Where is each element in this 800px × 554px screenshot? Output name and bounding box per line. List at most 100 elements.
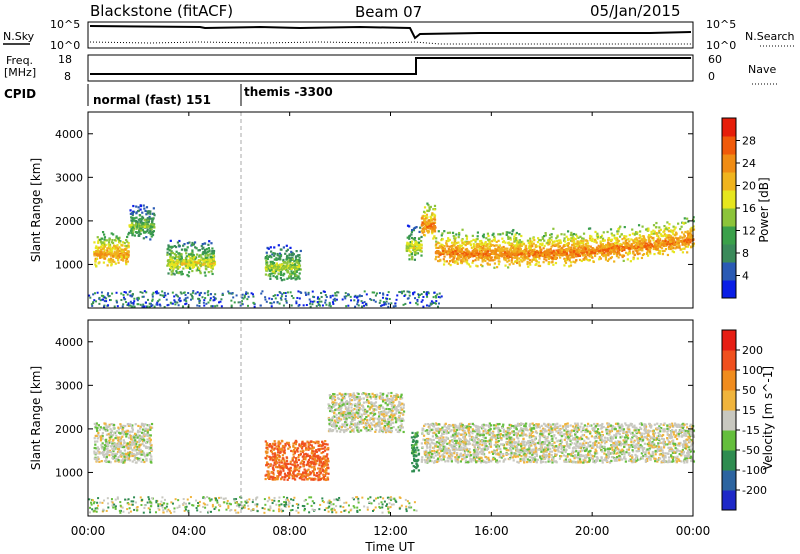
power-cell — [270, 264, 273, 268]
power-cell — [579, 246, 583, 249]
power-cell — [546, 255, 550, 259]
power-cell — [488, 238, 491, 241]
power-cell — [92, 301, 95, 304]
power-cell — [134, 230, 137, 234]
power-cell — [511, 246, 514, 249]
power-cell — [168, 268, 172, 271]
power-cell — [504, 251, 507, 254]
power-cell — [600, 246, 603, 249]
power-cell — [136, 220, 139, 223]
velocity-cell — [96, 449, 99, 453]
power-cell — [167, 259, 170, 262]
freq-label-line2: [MHz] — [4, 66, 36, 79]
power-cell — [608, 237, 611, 240]
power-cell — [680, 225, 683, 228]
power-cell — [185, 252, 188, 255]
power-cell — [569, 250, 572, 254]
power-cell — [179, 299, 182, 302]
power-cell — [630, 243, 633, 246]
power-cell — [467, 240, 470, 244]
power-cell — [600, 244, 603, 247]
power-cell — [562, 251, 565, 254]
power-cell — [111, 259, 115, 262]
power-cell — [151, 218, 155, 221]
power-cell — [421, 221, 424, 224]
power-cell — [516, 242, 519, 245]
power-cell — [103, 296, 106, 299]
power-cell — [419, 247, 422, 250]
power-cell — [156, 301, 159, 304]
velocity-cell — [98, 452, 101, 455]
velocity-cell — [114, 454, 117, 457]
power-cell — [409, 241, 412, 244]
power-cell — [144, 230, 147, 234]
velocity-cell — [97, 433, 100, 436]
power-cell — [682, 242, 686, 245]
velocity-cell — [123, 441, 126, 445]
velocity-cell — [108, 439, 111, 442]
velocity-cell — [149, 428, 152, 431]
power-cell — [198, 302, 201, 305]
power-cell — [633, 239, 636, 242]
power-cell — [692, 220, 695, 223]
power-cell — [510, 261, 513, 264]
power-cell — [591, 251, 594, 254]
power-cell — [664, 239, 667, 243]
power-cell — [601, 244, 604, 247]
power-cell — [417, 241, 421, 244]
power-cell — [540, 254, 543, 257]
power-cell — [208, 265, 212, 268]
velocity-cell — [93, 422, 96, 426]
power-cell — [586, 252, 589, 256]
velocity-cell — [122, 424, 125, 428]
power-cell — [592, 260, 595, 264]
power-cell — [212, 262, 215, 265]
velocity-cell — [112, 454, 115, 457]
power-cell — [686, 251, 689, 254]
power-cell — [480, 242, 484, 245]
power-cell — [508, 263, 511, 266]
power-cell — [139, 227, 142, 230]
power-cell — [151, 299, 154, 302]
power-cell — [493, 266, 496, 269]
power-cell — [298, 256, 301, 259]
power-cell — [504, 252, 507, 255]
velocity-cell — [143, 429, 147, 432]
power-cell — [100, 294, 103, 297]
power-cell — [145, 236, 148, 239]
power-cell — [518, 233, 521, 236]
power-cell — [152, 223, 155, 226]
power-cell — [122, 254, 125, 257]
power-cell — [613, 242, 617, 245]
power-cell — [180, 292, 183, 295]
power-cell — [282, 258, 285, 262]
power-cell — [437, 246, 440, 249]
power-cell — [139, 232, 142, 235]
velocity-cell — [142, 444, 146, 447]
power-cell — [273, 258, 276, 261]
power-cell — [524, 246, 527, 249]
velocity-cell — [109, 436, 112, 439]
power-cell — [103, 245, 107, 248]
power-cell — [540, 251, 543, 254]
power-cell — [129, 212, 132, 215]
power-cell — [658, 239, 661, 242]
power-cell — [169, 239, 172, 242]
power-cell — [573, 246, 576, 249]
power-cell — [170, 245, 173, 248]
power-cell — [286, 256, 289, 259]
power-cell — [410, 253, 414, 256]
power-cell — [416, 298, 419, 301]
power-cell — [464, 243, 467, 247]
power-cell — [197, 262, 201, 265]
power-cell — [142, 303, 145, 306]
power-cell — [147, 231, 150, 234]
velocity-cell — [117, 458, 120, 462]
power-cell — [219, 300, 222, 303]
power-cell — [653, 244, 656, 247]
power-cell — [415, 225, 418, 229]
power-cell — [567, 246, 570, 249]
power-cell — [176, 241, 180, 244]
power-cell — [471, 249, 474, 253]
power-cell — [131, 220, 134, 223]
